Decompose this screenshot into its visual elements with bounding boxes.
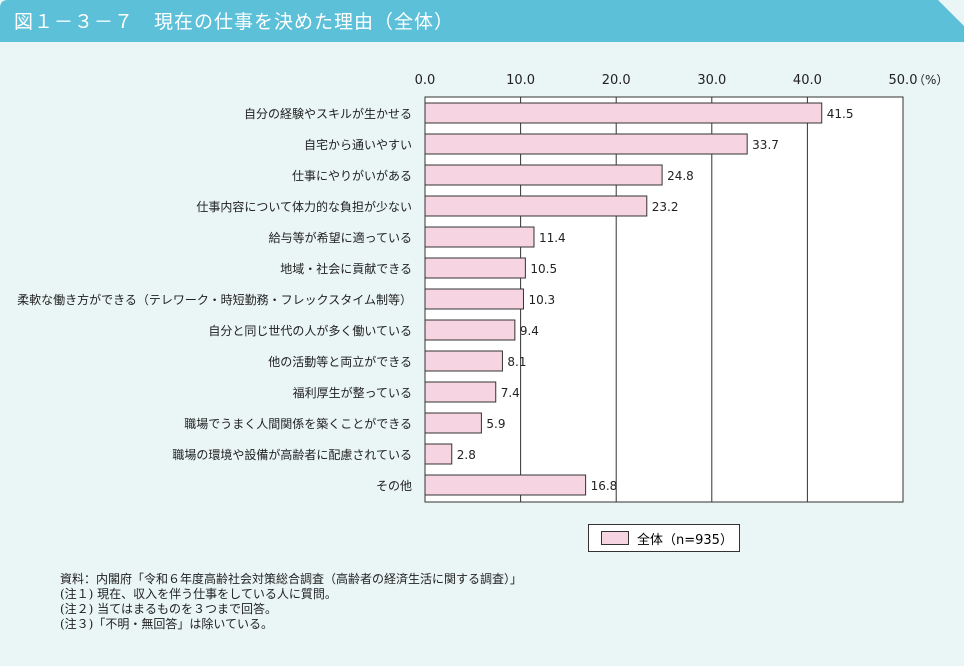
legend-swatch (601, 531, 629, 545)
data-label: 5.9 (486, 417, 505, 431)
category-label: 自分と同じ世代の人が多く働いている (208, 323, 412, 338)
category-label: 他の活動等と両立ができる (268, 354, 412, 369)
category-label: 自分の経験やスキルが生かせる (244, 106, 412, 121)
data-label: 24.8 (667, 169, 694, 183)
bar (424, 226, 535, 248)
bar (424, 164, 663, 186)
data-label: 16.8 (591, 479, 618, 493)
header-band (0, 0, 964, 42)
note-1: (注１) 現在、収入を伴う仕事をしている人に質問。 (60, 587, 337, 601)
category-label: 自宅から通いやすい (304, 137, 412, 152)
category-label: 給与等が希望に適っている (269, 230, 412, 245)
data-label: 10.5 (530, 262, 557, 276)
data-label: 2.8 (457, 448, 476, 462)
bar (424, 443, 453, 465)
legend-label: 全体（n=935） (637, 532, 733, 548)
bar (424, 350, 503, 372)
bar (424, 288, 524, 310)
category-label: 職場の環境や設備が高齢者に配慮されている (172, 447, 412, 462)
bar (424, 102, 823, 124)
data-label: 41.5 (827, 107, 854, 121)
x-tick-label: 50.0 (889, 73, 918, 88)
category-label: 柔軟な働き方ができる（テレワーク・時短勤務・フレックスタイム制等） (17, 292, 412, 307)
data-label: 33.7 (752, 138, 779, 152)
bar (424, 257, 526, 279)
bar (424, 381, 497, 403)
notes: 資料：内閣府「令和６年度高齢社会対策総合調査（高齢者の経済生活に関する調査）」 … (60, 572, 522, 632)
bar (424, 319, 516, 341)
data-label: 23.2 (652, 200, 679, 214)
source-note: 資料：内閣府「令和６年度高齢社会対策総合調査（高齢者の経済生活に関する調査）」 (60, 572, 523, 586)
legend: 全体（n=935） (588, 524, 740, 552)
category-label: その他 (376, 479, 412, 493)
note-3: (注３)「不明・無回答」は除いている。 (60, 617, 274, 631)
bar (424, 474, 587, 496)
category-label: 福利厚生が整っている (293, 385, 412, 400)
unit-label: （%） (913, 73, 948, 87)
note-2: (注２) 当てはまるものを３つまで回答。 (60, 602, 277, 616)
data-label: 11.4 (539, 231, 566, 245)
x-tick-label: 40.0 (793, 73, 822, 88)
category-label: 職場でうまく人間関係を築くことができる (184, 416, 412, 431)
x-tick-label: 20.0 (602, 73, 631, 88)
bar (424, 195, 648, 217)
data-label: 9.4 (520, 324, 539, 338)
category-label: 地域・社会に貢献できる (280, 261, 412, 276)
bar (424, 133, 748, 155)
data-label: 10.3 (528, 293, 555, 307)
category-label: 仕事にやりがいがある (292, 168, 412, 183)
bar (424, 412, 482, 434)
x-tick-label: 0.0 (415, 73, 436, 88)
x-tick-label: 30.0 (697, 73, 726, 88)
x-tick-label: 10.0 (506, 73, 535, 88)
category-label: 仕事内容について体力的な負担が少ない (196, 199, 412, 214)
chart-title: 図１－３－７ 現在の仕事を決めた理由（全体） (14, 11, 455, 33)
data-label: 7.4 (501, 386, 520, 400)
data-label: 8.1 (507, 355, 526, 369)
